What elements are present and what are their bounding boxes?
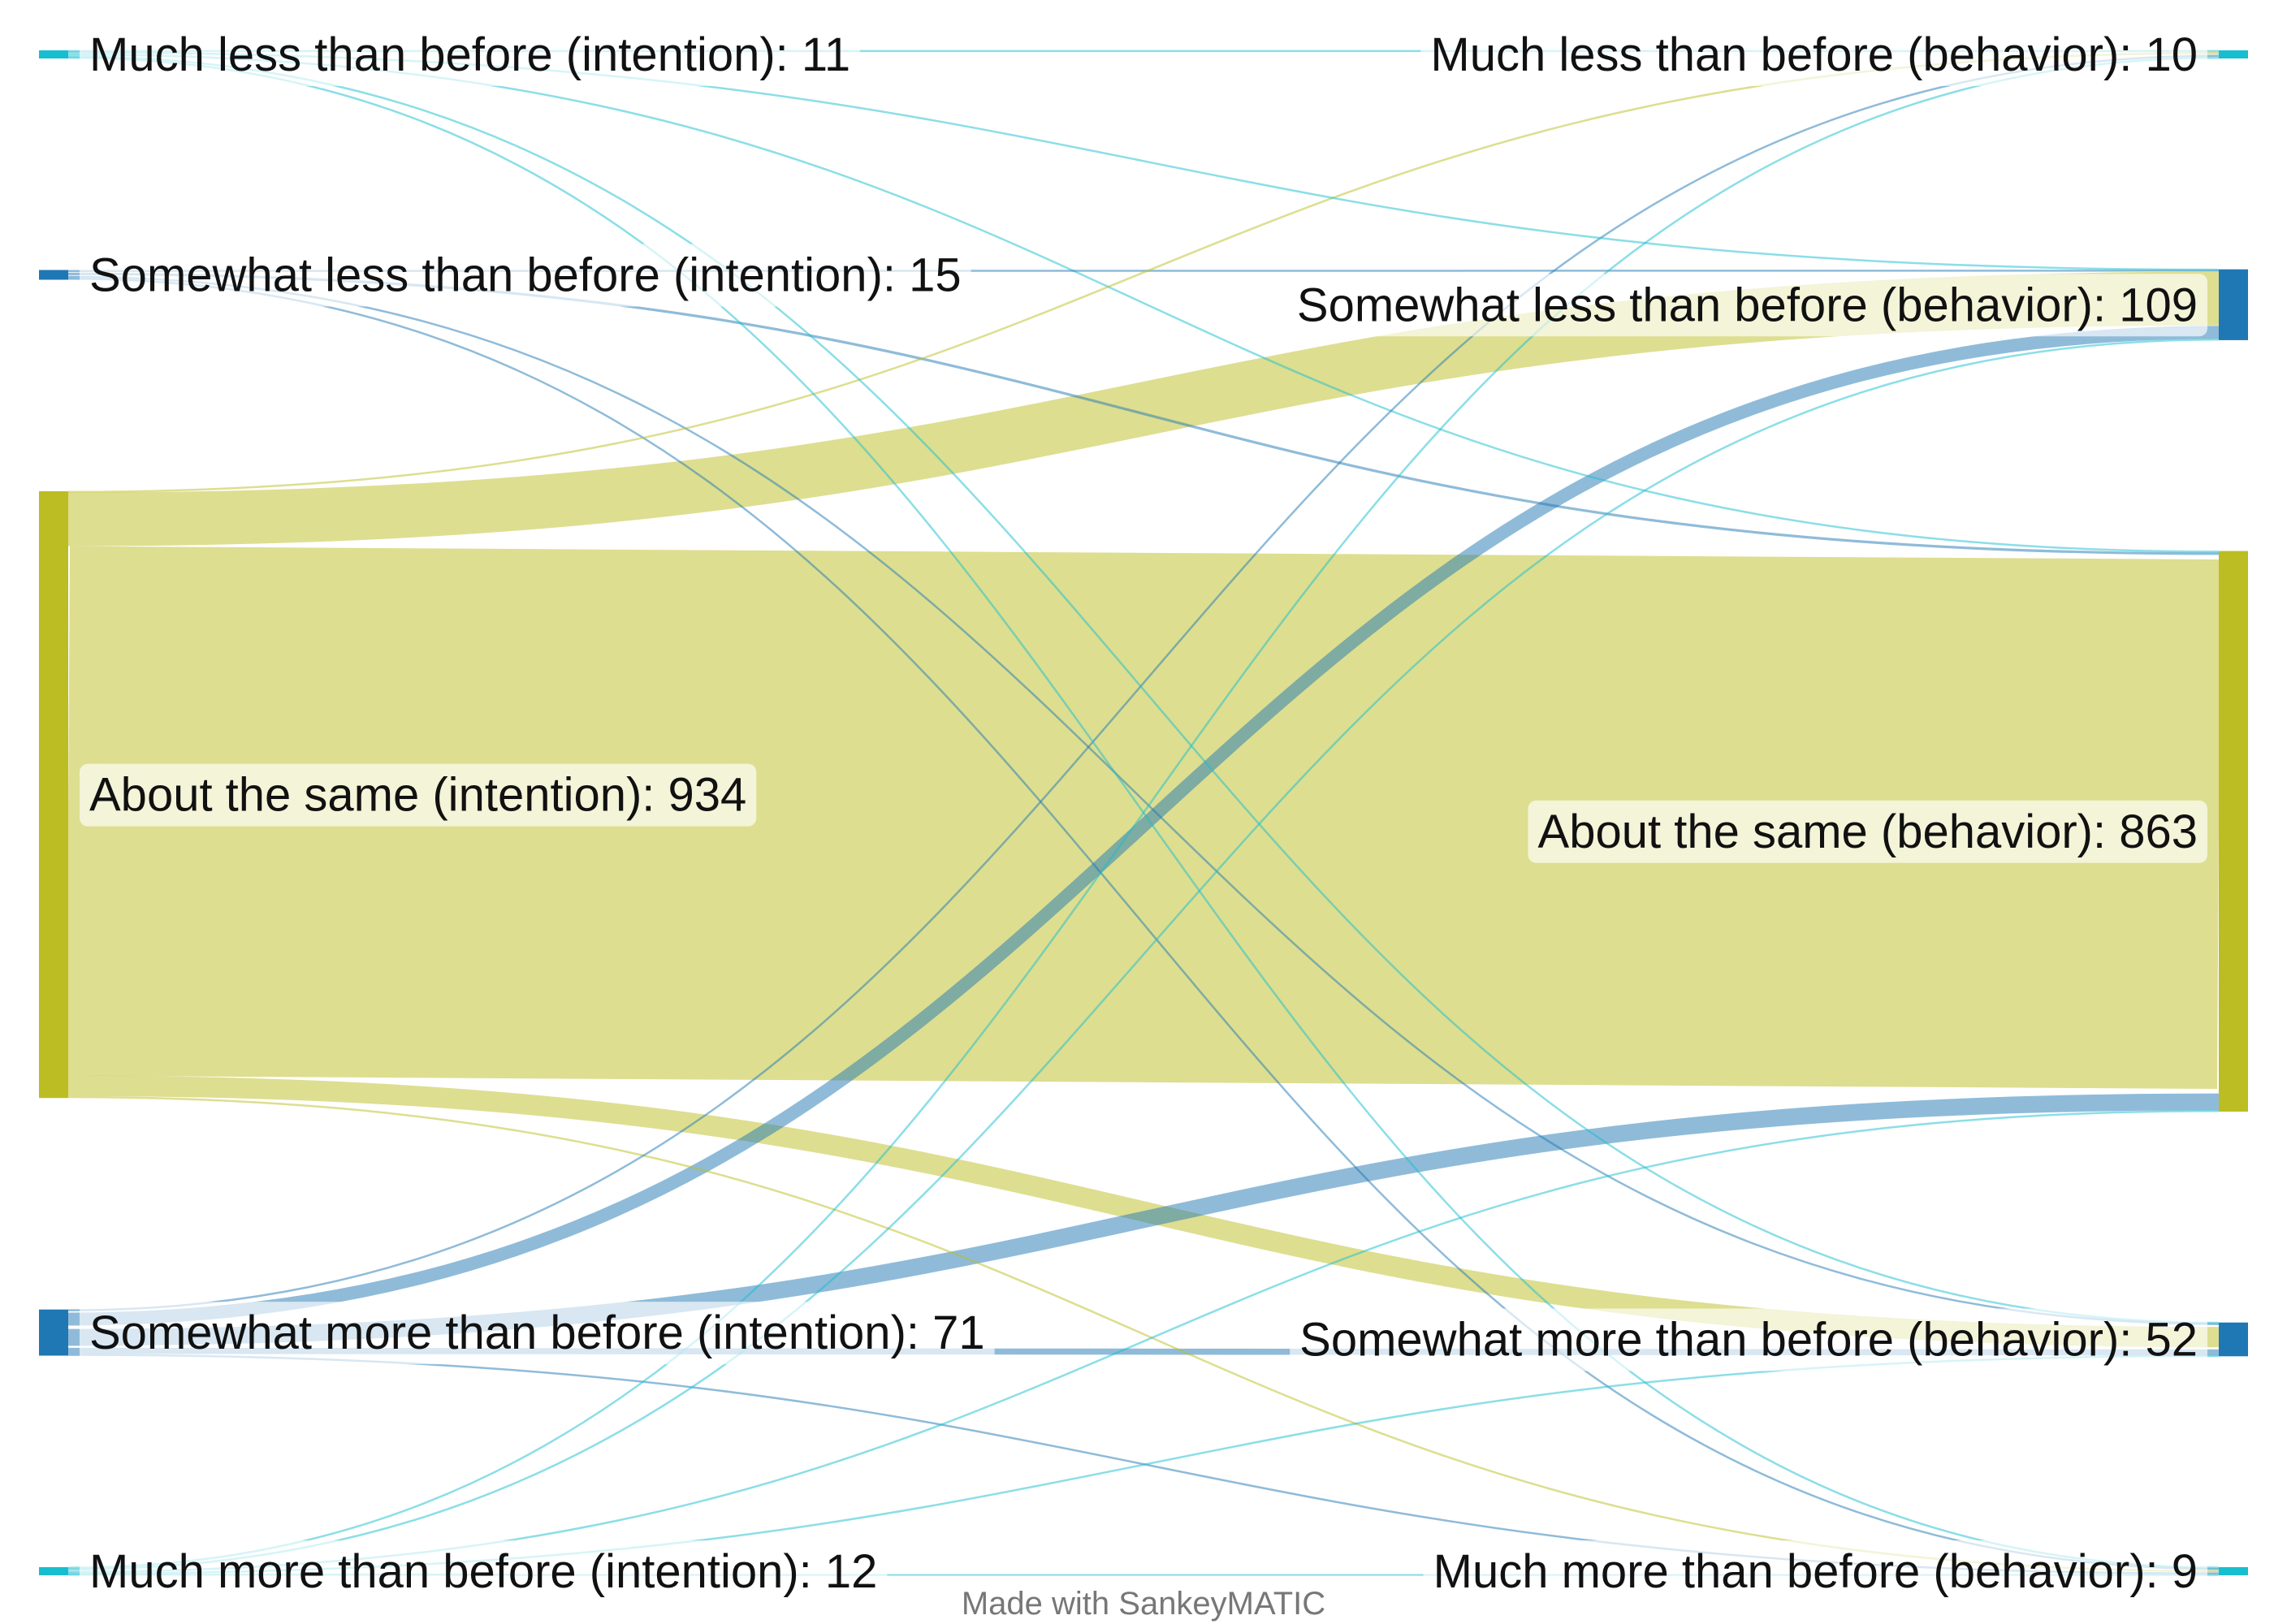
node-br_some_more	[2219, 1322, 2248, 1357]
node-label-il_much_less: Much less than before (intention): 11	[89, 28, 850, 81]
label-group-br_some_more: Somewhat more than before (behavior): 52	[1290, 1308, 2207, 1371]
node-label-il_same: About the same (intention): 934	[89, 769, 746, 822]
label-bg-br_much_less	[1420, 24, 2207, 86]
node-br_same	[2219, 551, 2248, 1112]
label-bg-il_same	[80, 763, 757, 827]
label-bg-br_much_more	[1423, 1540, 2207, 1603]
flow-il_some_less-to-br_much_more	[67, 278, 2220, 1570]
label-bg-il_much_less	[80, 24, 861, 86]
label-group-il_much_less: Much less than before (intention): 11	[80, 24, 861, 86]
node-label-il_some_less: Somewhat less than before (intention): 1…	[89, 249, 962, 302]
node-il_much_less	[39, 50, 68, 58]
flow-il_some_more-to-br_much_less	[67, 54, 2220, 1311]
node-label-br_same: About the same (behavior): 863	[1538, 806, 2198, 858]
node-il_some_less	[39, 270, 68, 280]
label-group-il_some_more: Somewhat more than before (intention): 7…	[80, 1302, 995, 1365]
label-bg-br_some_more	[1290, 1308, 2207, 1371]
label-group-il_same: About the same (intention): 934	[80, 763, 757, 827]
labels-layer: Much less than before (intention): 11 Som…	[80, 24, 2207, 1603]
label-bg-br_same	[1528, 800, 2207, 863]
node-il_some_more	[39, 1309, 68, 1356]
flow-il_some_more-to-br_some_less	[67, 326, 2220, 1326]
label-bg-br_some_less	[1286, 274, 2207, 337]
node-br_some_less	[2219, 269, 2248, 340]
node-br_much_less	[2219, 50, 2248, 58]
label-bg-il_some_more	[80, 1302, 995, 1365]
node-label-br_much_more: Much more than before (behavior): 9	[1433, 1545, 2198, 1598]
node-label-il_much_more: Much more than before (intention): 12	[89, 1545, 877, 1598]
label-group-br_much_more: Much more than before (behavior): 9	[1423, 1540, 2207, 1603]
node-br_much_more	[2219, 1567, 2248, 1575]
flow-il_much_less-to-br_same	[67, 53, 2220, 553]
nodes-layer	[39, 50, 2248, 1575]
label-group-il_some_less: Somewhat less than before (intention): 1…	[80, 244, 971, 307]
label-bg-il_some_less	[80, 244, 971, 307]
flow-il_much_more-to-br_much_less	[67, 56, 2220, 1569]
credit-text: Made with SankeyMATIC	[962, 1586, 1325, 1622]
flow-il_much_more-to-br_some_less	[67, 338, 2220, 1571]
flow-il_much_less-to-br_some_more	[67, 55, 2220, 1324]
label-bg-il_much_more	[80, 1540, 888, 1603]
node-label-br_some_less: Somewhat less than before (behavior): 10…	[1297, 279, 2198, 331]
label-group-il_much_more: Much more than before (intention): 12	[80, 1540, 888, 1603]
flow-il_some_less-to-br_some_more	[67, 275, 2220, 1325]
node-label-br_much_less: Much less than before (behavior): 10	[1430, 28, 2198, 81]
node-label-br_some_more: Somewhat more than before (behavior): 52	[1299, 1314, 2198, 1367]
node-il_same	[39, 491, 68, 1099]
node-il_much_more	[39, 1567, 68, 1575]
node-label-il_some_more: Somewhat more than before (intention): 7…	[89, 1307, 985, 1359]
label-group-br_some_less: Somewhat less than before (behavior): 10…	[1286, 274, 2207, 337]
label-group-br_same: About the same (behavior): 863	[1528, 800, 2207, 863]
label-group-br_much_less: Much less than before (behavior): 10	[1420, 24, 2207, 86]
